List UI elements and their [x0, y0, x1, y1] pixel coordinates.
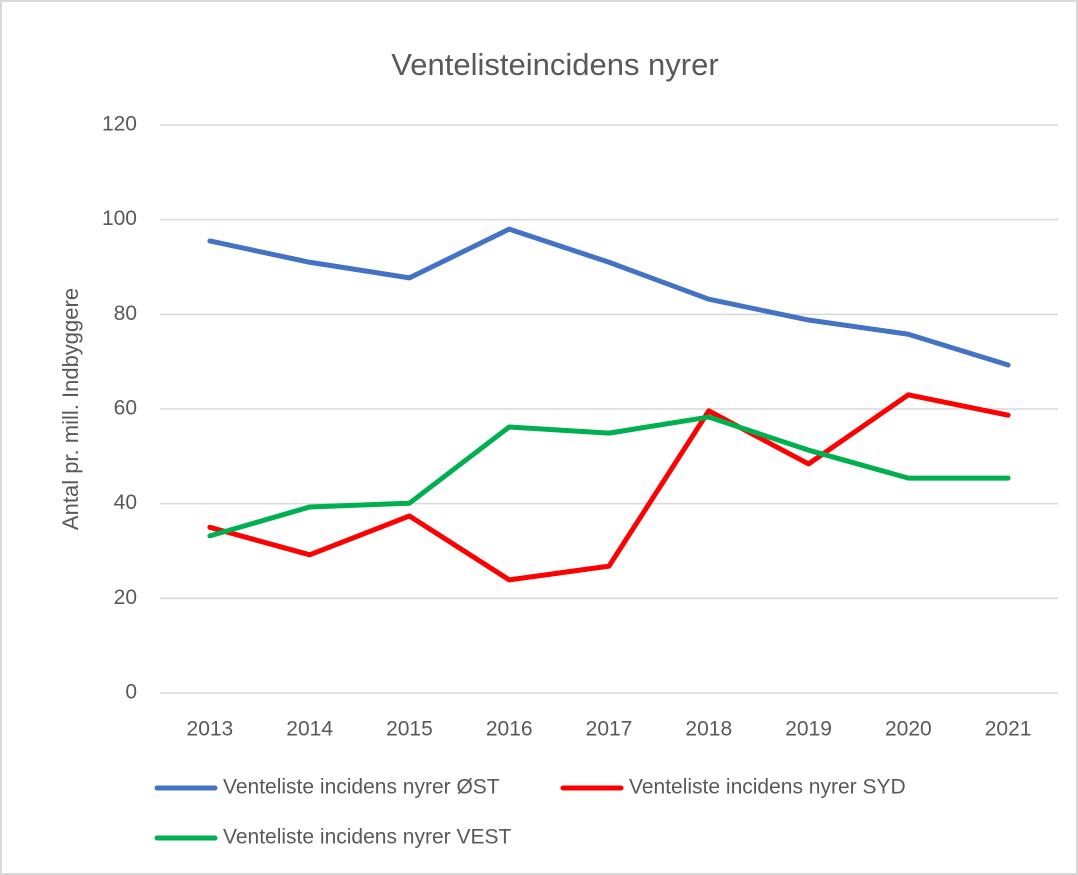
- x-tick-label: 2018: [685, 718, 732, 741]
- y-tick-label: 120: [102, 113, 137, 136]
- y-tick-label: 100: [102, 207, 137, 230]
- legend-label: Venteliste incidens nyrer SYD: [629, 776, 906, 799]
- x-tick-label: 2014: [286, 718, 333, 741]
- series-line: [207, 414, 1011, 539]
- series-line: [207, 226, 1011, 368]
- x-tick-label: 2021: [985, 718, 1032, 741]
- y-tick-label: 80: [114, 302, 137, 325]
- x-tick-label: 2015: [386, 718, 433, 741]
- y-tick-label: 0: [125, 681, 137, 704]
- legend-label: Venteliste incidens nyrer ØST: [223, 776, 500, 799]
- x-tick-label: 2020: [885, 718, 932, 741]
- series-line: [207, 392, 1011, 583]
- y-tick-label: 60: [114, 397, 137, 420]
- x-tick-label: 2016: [486, 718, 533, 741]
- y-tick-label: 20: [114, 586, 137, 609]
- x-tick-label: 2013: [187, 718, 234, 741]
- y-tick-label: 40: [114, 491, 137, 514]
- x-tick-label: 2017: [586, 718, 633, 741]
- chart-title: Ventelisteincidens nyrer: [391, 47, 718, 82]
- y-axis-label: Antal pr. mill. Indbyggere: [58, 288, 83, 530]
- legend-label: Venteliste incidens nyrer VEST: [223, 826, 511, 849]
- x-tick-label: 2019: [785, 718, 832, 741]
